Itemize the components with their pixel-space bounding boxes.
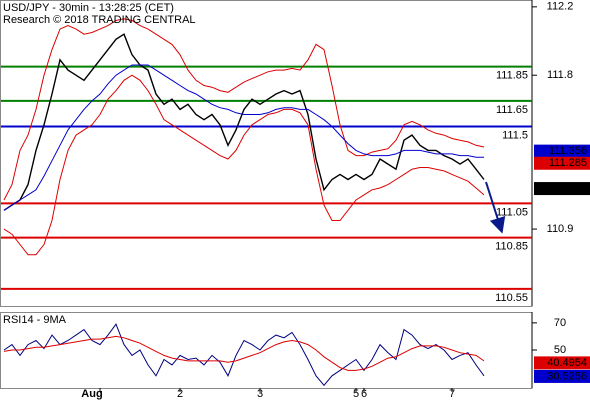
value-box	[534, 369, 590, 383]
x-tick-label: 6	[361, 388, 367, 400]
value-box-label: 111.356	[549, 145, 587, 157]
x-tick-label: 2	[177, 388, 183, 400]
series-line	[3, 64, 484, 211]
value-box-label: 30.5256	[547, 370, 587, 382]
chart-title: RSI14 - 9MA	[3, 314, 67, 326]
y-tick-label: 110.9	[547, 223, 574, 235]
x-tick-label: 5	[353, 388, 359, 400]
y-tick-label: 70	[554, 317, 566, 329]
level-label: 111.85	[496, 70, 528, 82]
series-line	[3, 33, 485, 211]
value-box-label: 111.285	[549, 157, 587, 169]
x-tick-label: 3	[257, 388, 263, 400]
value-box	[534, 356, 590, 370]
chart-subtitle: Research © 2018 TRADING CENTRAL	[3, 14, 196, 26]
value-box	[534, 144, 590, 158]
value-box	[534, 156, 590, 170]
y-tick-label: 111.8	[547, 69, 573, 81]
series-line	[3, 18, 485, 201]
level-label: 111.65	[496, 104, 528, 116]
forecast-arrow	[485, 181, 506, 234]
y-tick-label: 50	[554, 344, 566, 356]
level-label: 111.05	[496, 206, 528, 218]
series-line	[3, 74, 485, 256]
x-tick-label: 7	[449, 388, 455, 400]
series-line	[3, 335, 485, 371]
level-label: 110.55	[495, 292, 528, 304]
level-label: 111.5	[502, 129, 528, 141]
value-box-label: 111.137	[549, 182, 587, 194]
y-tick-label: 112.2	[547, 1, 574, 13]
value-box-label: 40.4954	[547, 357, 587, 369]
series-line	[3, 323, 485, 387]
x-tick-label: Aug	[81, 388, 102, 400]
level-label: 110.85	[495, 241, 528, 253]
chart-title: USD/JPY - 30min - 13:28:25 (CET)	[3, 2, 174, 14]
value-box	[534, 182, 590, 196]
